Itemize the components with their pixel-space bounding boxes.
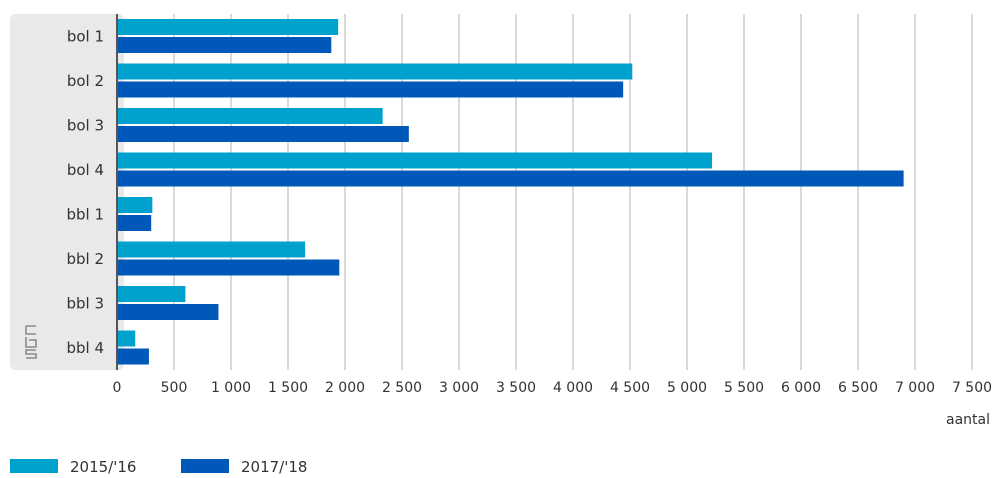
bar-bol-4-series-1 [118, 170, 904, 187]
x-tick-label: 1 500 [268, 380, 308, 396]
bar-bbl-1-series-1 [118, 215, 152, 231]
category-labels: bol 1 bol 2 bol 3 bol 4 bbl 1 bbl 2 bbl 3 bbl 4 [66, 27, 104, 357]
legend-label-2017-18: 2017/'18 [241, 458, 307, 476]
category-label: bbl 4 [66, 339, 104, 357]
cbs-logo-icon [25, 325, 37, 359]
legend: 2015/'16 2017/'18 [10, 458, 307, 476]
bar-bol-3-series-0 [118, 108, 383, 124]
bar-bol-1-series-1 [118, 37, 332, 53]
category-label: bol 1 [67, 27, 104, 45]
category-label: bbl 3 [66, 294, 104, 312]
bar-bbl-3-series-0 [118, 286, 186, 302]
x-tick-label: 3 500 [496, 380, 536, 396]
bar-bol-4-series-0 [118, 152, 713, 169]
x-tick-label: 4 500 [610, 380, 650, 396]
x-tick-label: 1 000 [211, 380, 251, 396]
x-tick-label: 6 500 [838, 380, 878, 396]
category-label: bol 4 [67, 161, 104, 179]
category-label: bbl 2 [66, 250, 104, 268]
legend-label-2015-16: 2015/'16 [70, 458, 136, 476]
bar-bol-1-series-0 [118, 19, 339, 35]
x-tick-label: 7 500 [952, 380, 992, 396]
category-panel [10, 14, 124, 370]
x-tick-label: 7 000 [895, 380, 935, 396]
bar-bbl-1-series-0 [118, 197, 153, 213]
legend-swatch-2017-18 [181, 459, 229, 473]
x-tick-label: 5 000 [667, 380, 707, 396]
bar-bbl-2-series-0 [118, 241, 306, 258]
bar-bbl-2-series-1 [118, 259, 340, 276]
bar-bol-2-series-1 [118, 81, 624, 98]
x-tick-labels: 0 500 1 000 1 500 2 000 2 500 3 000 3 500 4 000 4… [113, 380, 993, 396]
bar-bbl-3-series-1 [118, 304, 219, 320]
bar-bbl-4-series-1 [118, 348, 149, 365]
bar-bol-3-series-1 [118, 126, 409, 142]
category-label: bol 2 [67, 72, 104, 90]
x-tick-label: 6 000 [781, 380, 821, 396]
x-tick-label: 3 000 [439, 380, 479, 396]
bars [118, 19, 904, 365]
x-axis-label: aantal [946, 412, 990, 428]
x-tick-label: 2 000 [325, 380, 365, 396]
bar-bbl-4-series-0 [118, 330, 136, 347]
x-tick-label: 5 500 [724, 380, 764, 396]
x-tick-label: 0 [113, 380, 122, 396]
bar-bol-2-series-0 [118, 63, 633, 80]
category-label: bol 3 [67, 116, 104, 134]
x-tick-label: 2 500 [382, 380, 422, 396]
category-label: bbl 1 [66, 205, 104, 223]
x-tick-label: 500 [161, 380, 188, 396]
x-tick-label: 4 000 [553, 380, 593, 396]
legend-swatch-2015-16 [10, 459, 58, 473]
